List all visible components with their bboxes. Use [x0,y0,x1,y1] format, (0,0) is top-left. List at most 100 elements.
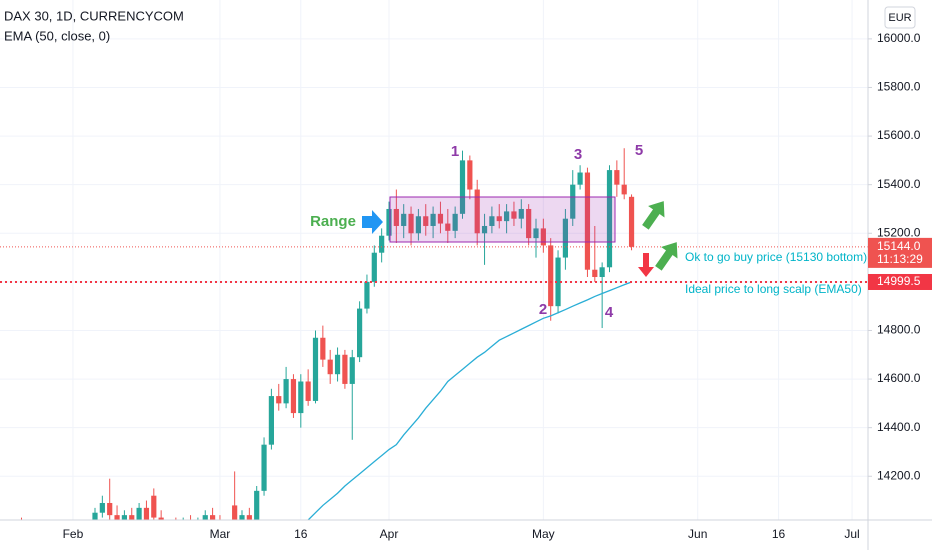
candle-body [283,379,289,404]
candle-body [386,208,392,236]
candle-body [268,396,274,445]
y-tick-label: 14800.0 [877,323,921,337]
candle-body [548,245,554,307]
candle-body [614,170,620,185]
candle-body [459,160,466,214]
candle-body [401,213,407,226]
candle-body [533,228,539,239]
candle-body [254,490,260,520]
candle-body [261,444,267,491]
candle-body [504,211,510,222]
candle-body [232,505,238,520]
candle-body [349,357,355,384]
candle-body [526,208,532,239]
candle-body [628,196,635,247]
candle-body [393,208,399,226]
up-arrow [642,201,665,230]
buy-note: Ok to go buy price (15130 bottom) [685,250,867,264]
x-tick-label: May [532,527,555,541]
candle-body [334,354,341,375]
y-tick-label: 14200.0 [877,468,921,482]
candle-body [342,354,348,384]
candle-body [136,507,142,520]
y-tick-label: 14400.0 [877,420,921,434]
candle-body [364,281,370,309]
countdown: 11:13:29 [877,252,923,266]
candle-body [592,269,598,278]
candle-body [327,359,333,375]
x-tick-label: Feb [63,527,84,541]
candle-body [143,507,150,520]
candle-body [489,216,495,226]
candle-body [437,213,444,224]
point-label: 5 [635,142,643,159]
candle-body [379,235,385,253]
candle-body [474,189,480,234]
x-tick-label: Mar [210,527,231,541]
candle-body [467,160,473,190]
indicator-legend: EMA (50, close, 0) [4,28,110,43]
scalp-note: Ideal price to long scalp (EMA50) [685,282,862,296]
candle-body [129,515,135,520]
candle-body [276,396,282,404]
candle-body [570,184,576,219]
candle-body [371,252,377,282]
down-arrow [638,253,654,277]
candle-body [357,308,363,358]
candle-body [518,208,524,219]
candle-body [298,381,304,414]
candle-body [312,337,319,401]
ema-price-box [868,273,932,290]
candle-body [452,213,458,231]
y-tick-label: 14600.0 [877,371,921,385]
candle-body [114,515,120,520]
candle-body [577,172,583,185]
point-label: 3 [574,146,582,163]
point-label: 4 [605,304,614,321]
last-price-label: 15144.0 [877,239,921,253]
candle-body [621,184,627,195]
candle-body [121,515,127,520]
x-tick-label: 16 [772,527,786,541]
range-label: Range [310,213,356,230]
currency: EUR [888,12,911,24]
candle-body [158,517,164,520]
x-tick-label: Jun [688,527,707,541]
candle-body [202,515,208,520]
y-tick-label: 15600.0 [877,128,921,142]
candle-body [445,223,451,231]
up-arrow [655,242,678,271]
point-label: 1 [451,143,459,160]
candle-body [511,211,517,219]
ema-price-label: 14999.5 [877,274,921,288]
chart-title: DAX 30, 1D, CURRENCYCOM [4,8,184,23]
candle-body [606,170,613,268]
candle-body [92,512,98,520]
y-tick-label: 16000.0 [877,31,921,45]
last-price-box [868,237,932,268]
x-tick-label: Jul [844,527,859,541]
candle-body [305,381,311,401]
candle-body [599,267,605,278]
candle-body [555,257,561,307]
candle-body [415,216,421,234]
range-box [389,196,616,243]
candle-body [320,337,326,360]
candle-body [540,228,546,246]
y-tick-label: 15800.0 [877,80,921,94]
candle-body [496,216,502,222]
candle-body [562,218,568,258]
candle-body [430,213,436,226]
currency-box[interactable] [884,6,916,29]
candle-body [423,216,429,226]
x-tick-label: Apr [380,527,399,541]
candle-body [151,495,157,518]
candle-body [107,502,113,516]
candle-body [210,515,216,520]
candle-body [99,502,105,513]
range-arrow [362,210,383,234]
candle-body [481,225,488,234]
candle-body [290,379,297,414]
